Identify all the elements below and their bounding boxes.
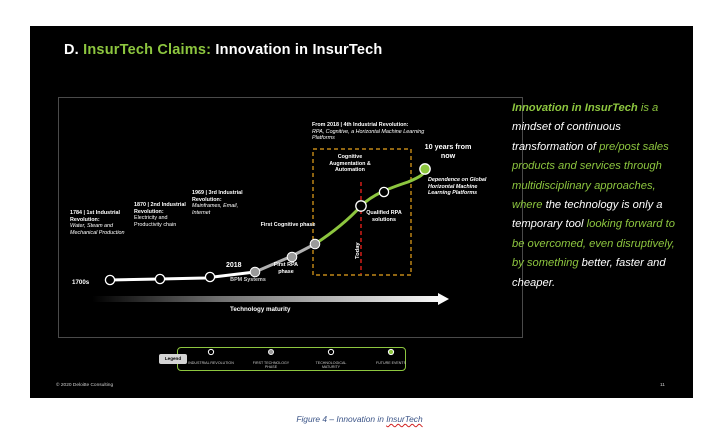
side-text-5: looking forward to be overcomed, even di… xyxy=(512,218,675,270)
industrial-dot-2 xyxy=(154,273,166,285)
side-description: Innovation in InsurTech is a mindset of … xyxy=(512,99,682,293)
legend-first-tech-symbol xyxy=(267,348,274,355)
phase-dot-rpa xyxy=(286,251,298,263)
caption-prefix: Figure 4 – Innovation in xyxy=(296,414,387,424)
side-text-4: the technology is only a temporary tool xyxy=(512,199,663,231)
side-text-0: Innovation in InsurTech xyxy=(512,102,638,114)
copyright-footer: © 2020 Deloitte Consulting xyxy=(56,383,114,388)
bpm-systems-label: BPM Systems xyxy=(230,277,266,283)
legend-industrial: INDUSTRIAL REVOLUTION xyxy=(188,361,234,365)
phase-dot-bpm xyxy=(249,266,261,278)
legend-tag: Legend xyxy=(159,354,187,364)
timeline-curve-green xyxy=(314,168,427,246)
milestone-1969: 1969 | 3rd Industrial Revolution: Mainfram… xyxy=(192,190,243,216)
today-label: Today xyxy=(355,242,361,259)
first-cognitive-phase-label: First Cognitive phase xyxy=(260,222,316,228)
maturity-dot-qualified xyxy=(378,186,390,198)
cognitive-augmentation-label: Cognitive Augmentation & Automation xyxy=(329,154,371,174)
legend-first-tech: FIRST TECHNOLOGY PHASE xyxy=(252,361,290,370)
legend-maturity-symbol xyxy=(327,348,335,356)
industrial-dot-3 xyxy=(204,271,216,283)
page-number: 11 xyxy=(660,383,665,388)
legend-future: FUTURE EVENTS xyxy=(376,361,406,365)
timeline-curve-white xyxy=(109,270,256,282)
phase-dot-cognitive xyxy=(309,238,321,250)
dependence-label: Dependence on Global Horizontal Machine … xyxy=(428,177,487,197)
timeline-graphic xyxy=(92,148,449,356)
caption-insurtech: InsurTech xyxy=(386,414,423,424)
side-text-3: pre/post sales products and services thr… xyxy=(512,140,669,212)
technology-maturity-label: Technology maturity xyxy=(230,306,291,313)
cognitive-dashed-box xyxy=(312,148,412,276)
qualified-rpa-label: Qualified RPA solutions xyxy=(366,210,402,223)
legend-maturity: TECHNOLOGICAL MATURITY xyxy=(315,361,347,370)
slide: D. InsurTech Claims: Innovation in Insur… xyxy=(30,26,693,398)
title-rest: Innovation in InsurTech xyxy=(215,42,383,58)
milestone-dots xyxy=(104,163,431,286)
legend-symbols xyxy=(207,348,395,356)
side-text-1: is a xyxy=(637,102,659,114)
diagram-frame xyxy=(58,97,523,338)
side-text-6: better, faster and cheaper. xyxy=(512,257,666,289)
milestone-2018: From 2018 | 4th Industrial Revolution: RP… xyxy=(312,122,425,142)
title-green: InsurTech Claims: xyxy=(83,42,212,58)
figure-caption: Figure 4 – Innovation in InsurTech xyxy=(0,414,719,424)
first-rpa-phase-label: First RPA phase xyxy=(273,262,299,275)
ten-years-label: 10 years from now xyxy=(424,142,472,160)
milestone-1870: 1870 | 2nd Industrial Revolution: Electric… xyxy=(134,202,186,228)
maturity-dot-today xyxy=(355,200,367,212)
future-dot xyxy=(419,163,431,175)
title-prefix: D. xyxy=(64,42,79,58)
year-1700s: 1700s xyxy=(72,279,90,286)
legend-future-symbol xyxy=(387,348,395,356)
side-text-2: mindset of continuous transformation of xyxy=(512,121,621,153)
year-2018: 2018 xyxy=(226,262,242,269)
technology-maturity-arrow xyxy=(92,293,449,305)
legend-industrial-symbol xyxy=(207,348,215,356)
milestone-1784: 1784 | 1st Industrial Revolution: Water, S… xyxy=(70,210,125,236)
industrial-dot-1 xyxy=(104,274,116,286)
slide-title: D. InsurTech Claims: Innovation in Insur… xyxy=(64,42,382,58)
